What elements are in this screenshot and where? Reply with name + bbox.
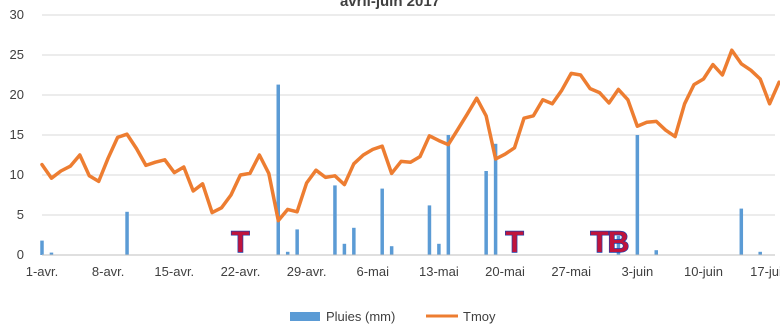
x-tick-label: 15-avr. bbox=[154, 264, 194, 279]
rain-bar bbox=[484, 171, 488, 255]
rain-bar bbox=[333, 185, 337, 255]
y-tick-label: 10 bbox=[10, 167, 24, 182]
annotation-marker: T bbox=[505, 226, 523, 259]
y-tick-label: 15 bbox=[10, 127, 24, 142]
y-tick-label: 20 bbox=[10, 87, 24, 102]
tmoy-line bbox=[40, 48, 780, 223]
rain-bar bbox=[285, 251, 290, 255]
rain-bar bbox=[389, 246, 394, 255]
rain-bars bbox=[40, 84, 762, 255]
annotation-marker: T bbox=[590, 226, 608, 259]
legend: Pluies (mm) Tmoy bbox=[290, 309, 496, 324]
rain-bar bbox=[427, 205, 432, 255]
rain-bar bbox=[342, 243, 347, 255]
x-tick-label: 1-avr. bbox=[26, 264, 59, 279]
x-tick-label: 22-avr. bbox=[221, 264, 261, 279]
y-tick-label: 0 bbox=[17, 247, 24, 262]
x-tick-label: 20-mai bbox=[485, 264, 525, 279]
y-tick-label: 25 bbox=[10, 47, 24, 62]
annotation-marker: B bbox=[608, 226, 630, 259]
x-tick-label: 13-mai bbox=[419, 264, 459, 279]
x-tick-label: 10-juin bbox=[684, 264, 723, 279]
tmoy-series-line bbox=[40, 48, 780, 223]
x-tick-label: 29-avr. bbox=[287, 264, 327, 279]
legend-swatch-rain bbox=[290, 312, 320, 321]
x-tick-label: 6-mai bbox=[356, 264, 389, 279]
rain-bar bbox=[654, 250, 658, 255]
rain-bar bbox=[437, 243, 441, 255]
rain-bar bbox=[616, 235, 621, 255]
y-tick-label: 30 bbox=[10, 7, 24, 22]
annotation-marker: T bbox=[231, 226, 249, 259]
y-axis-ticks: 0 5 10 15 20 25 30 bbox=[10, 7, 24, 262]
gridlines bbox=[42, 14, 775, 216]
rain-bar bbox=[295, 229, 299, 255]
rain-bar bbox=[739, 208, 744, 255]
rain-bar bbox=[276, 84, 280, 255]
legend-label-tmoy: Tmoy bbox=[463, 309, 496, 324]
rain-bar bbox=[352, 227, 356, 255]
rain-bar bbox=[493, 143, 498, 255]
rain-bar bbox=[40, 240, 44, 255]
legend-label-rain: Pluies (mm) bbox=[326, 309, 395, 324]
rain-bar bbox=[635, 135, 640, 255]
x-tick-label: 8-avr. bbox=[92, 264, 125, 279]
rain-bar bbox=[758, 251, 762, 255]
chart-title: avril-juin 2017 bbox=[340, 0, 440, 10]
rain-bar bbox=[125, 211, 129, 255]
x-tick-label: 17-juin bbox=[750, 264, 780, 279]
rain-bar bbox=[49, 252, 54, 255]
rain-bar bbox=[446, 135, 451, 255]
y-tick-label: 5 bbox=[17, 207, 24, 222]
x-tick-label: 27-mai bbox=[551, 264, 591, 279]
x-axis-ticks: 1-avr. 8-avr. 15-avr. 22-avr. 29-avr. 6-mai 13… bbox=[26, 264, 780, 279]
rain-bar bbox=[380, 188, 384, 255]
x-tick-label: 3-juin bbox=[621, 264, 653, 279]
annotations: T T TB bbox=[231, 225, 630, 259]
